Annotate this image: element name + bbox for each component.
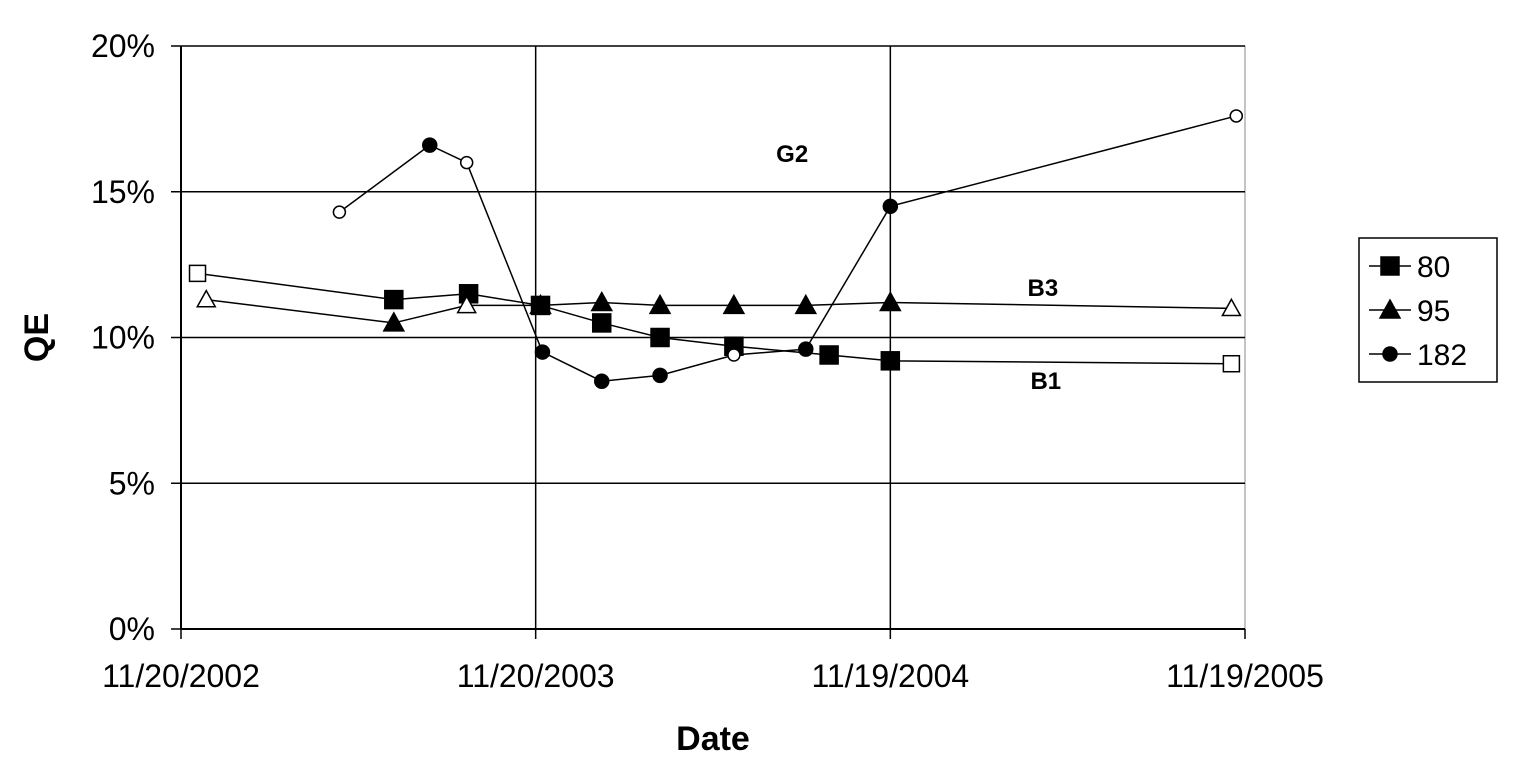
data-point-80 bbox=[188, 264, 207, 283]
legend-label-95: 95 bbox=[1417, 295, 1450, 328]
data-point-182 bbox=[422, 137, 438, 153]
data-point-182 bbox=[593, 373, 610, 389]
y-tick-label: 10% bbox=[91, 320, 155, 356]
y-tick-label: 0% bbox=[109, 611, 155, 647]
x-tick-label: 11/19/2004 bbox=[811, 658, 969, 694]
data-point-95 bbox=[590, 290, 614, 312]
x-tick-label: 11/19/2005 bbox=[1166, 658, 1324, 694]
data-point-95 bbox=[195, 289, 217, 308]
y-tick-label: 15% bbox=[91, 174, 155, 210]
data-point-95 bbox=[722, 293, 746, 315]
data-point-182 bbox=[332, 205, 347, 219]
data-point-80 bbox=[591, 313, 612, 333]
data-point-95 bbox=[529, 293, 552, 315]
axes: 0% 5% 10% 15% 20% 11/20/2002 11/20/2003 11/19/2… bbox=[91, 28, 1324, 694]
data-point-95 bbox=[648, 293, 672, 315]
data-point-80 bbox=[880, 351, 901, 371]
annotation-b1: B1 bbox=[1030, 368, 1061, 395]
data-point-182 bbox=[882, 198, 899, 215]
legend: 80 95 182 bbox=[1358, 237, 1498, 383]
legend-marker-182 bbox=[1382, 346, 1398, 362]
data-point-80 bbox=[650, 327, 670, 348]
data-point-182 bbox=[1229, 109, 1244, 123]
data-point-182 bbox=[652, 367, 668, 384]
data-point-95 bbox=[1221, 297, 1242, 317]
legend-label-182: 182 bbox=[1417, 339, 1467, 372]
x-axis-title: Date bbox=[676, 720, 750, 758]
x-tick-label: 11/20/2003 bbox=[457, 658, 615, 694]
series-markers bbox=[188, 109, 1244, 389]
annotation-b3: B3 bbox=[1028, 275, 1059, 302]
gridlines bbox=[180, 45, 1246, 630]
series-lines bbox=[197, 115, 1237, 382]
data-point-80 bbox=[819, 345, 839, 365]
data-point-95 bbox=[382, 311, 406, 332]
y-axis-title: QE bbox=[18, 313, 56, 362]
annotation-g2: G2 bbox=[776, 141, 808, 168]
legend-label-80: 80 bbox=[1417, 251, 1450, 284]
legend-marker-80 bbox=[1380, 256, 1400, 276]
series-line-80 bbox=[197, 272, 1232, 365]
labels: Date QE G2 B3 B1 bbox=[18, 141, 1061, 758]
data-point-95 bbox=[879, 290, 902, 312]
series-line-95 bbox=[206, 298, 1232, 324]
data-point-95 bbox=[794, 293, 818, 315]
x-tick-label: 11/20/2002 bbox=[102, 658, 260, 694]
data-point-182 bbox=[534, 344, 551, 360]
data-point-95 bbox=[456, 294, 477, 314]
series-line-182 bbox=[338, 115, 1237, 382]
data-point-182 bbox=[798, 341, 814, 357]
y-tick-label: 20% bbox=[91, 28, 155, 64]
data-point-80 bbox=[1222, 354, 1241, 373]
legend-marker-95 bbox=[1378, 298, 1402, 319]
data-point-182 bbox=[727, 348, 741, 362]
data-point-182 bbox=[459, 155, 474, 170]
data-point-80 bbox=[384, 289, 404, 310]
y-tick-label: 5% bbox=[109, 465, 155, 501]
